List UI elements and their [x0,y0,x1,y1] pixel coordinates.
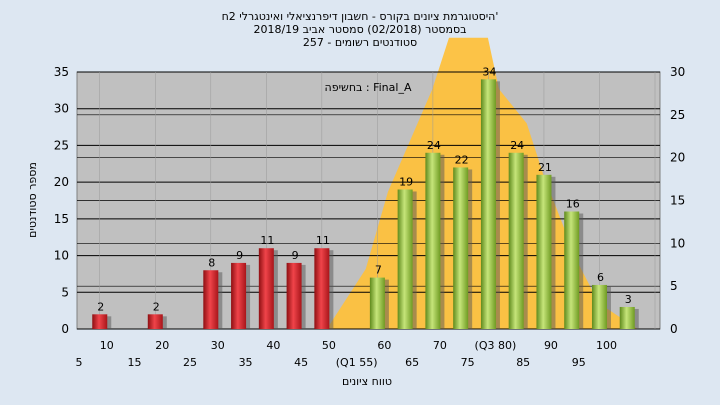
bar-label-0: 2 [97,300,104,313]
bar-14 [564,211,580,329]
x-tick-lower-8: 85 [516,356,530,369]
right-tick-label-20: 20 [670,151,685,165]
x-tick-upper-5: 60 [377,339,391,352]
right-tick-label-30: 30 [670,65,685,79]
right-tick-label-15: 15 [670,194,685,208]
x-tick-upper-8: 90 [544,339,558,352]
x-tick-lower-0: 5 [76,356,83,369]
bar-10 [453,167,469,329]
y-axis-title: מספר סטודנטים [26,162,39,238]
bar-6 [314,248,330,329]
x-tick-lower-4: 45 [294,356,308,369]
left-tick-label-5: 5 [61,285,69,299]
left-tick-label-20: 20 [54,175,69,189]
bar-13 [536,174,552,329]
bar-label-6: 11 [316,234,330,247]
bar-label-8: 19 [399,175,413,188]
x-tick-upper-7: (Q3 80) [475,339,517,352]
x-tick-upper-4: 50 [322,339,336,352]
left-tick-label-30: 30 [54,102,69,116]
bar-1 [147,314,163,329]
bar-label-16: 3 [625,293,632,306]
right-tick-label-25: 25 [670,108,685,122]
x-tick-upper-2: 30 [211,339,225,352]
bar-label-14: 16 [566,198,580,211]
bar-15 [591,284,607,329]
x-tick-upper-0: 10 [100,339,114,352]
x-tick-lower-5: (Q1 55) [336,356,378,369]
bar-label-13: 21 [538,161,552,174]
bar-11 [480,79,496,329]
x-tick-upper-3: 40 [266,339,280,352]
bar-label-9: 24 [427,139,441,152]
right-tick-label-10: 10 [670,236,685,250]
left-tick-label-0: 0 [61,322,69,336]
bar-12 [508,152,524,329]
left-tick-label-35: 35 [54,65,69,79]
chart-title-line-2: בסמסטר (02/2018) סמסטר אביב 2018/19 [253,23,467,36]
bar-9 [425,152,441,329]
chart-title-line-3: סטודנטים רשומים - 257 [302,36,418,49]
bar-5 [286,262,302,329]
left-tick-label-25: 25 [54,138,69,152]
bar-16 [619,306,635,329]
x-tick-upper-6: 70 [433,339,447,352]
bar-label-10: 22 [455,153,469,166]
x-tick-lower-2: 25 [183,356,197,369]
bar-3 [231,262,247,329]
bar-label-2: 8 [208,256,215,269]
right-tick-label-5: 5 [670,279,678,293]
bar-label-4: 11 [260,234,274,247]
bar-label-11: 34 [482,65,496,78]
bar-0 [92,314,108,329]
x-tick-upper-1: 20 [155,339,169,352]
x-tick-upper-9: 100 [596,339,617,352]
bar-label-1: 2 [153,300,160,313]
bar-7 [369,277,385,329]
bar-2 [203,270,219,329]
x-tick-lower-6: 65 [405,356,419,369]
bar-label-15: 6 [597,271,604,284]
x-axis-title: טווח ציונים [342,375,392,388]
bar-label-7: 7 [375,264,382,277]
x-tick-lower-9: 95 [572,356,586,369]
bar-8 [397,189,413,329]
bar-label-12: 24 [510,139,524,152]
x-tick-lower-3: 35 [239,356,253,369]
bar-label-3: 9 [236,249,243,262]
x-tick-lower-1: 15 [128,356,142,369]
left-tick-label-10: 10 [54,249,69,263]
bar-4 [258,248,274,329]
chart-title-line-1: 'היסטוגרמת ציונים בקורס - חשבון דיפרנציא… [221,10,499,23]
left-tick-label-15: 15 [54,212,69,226]
bar-label-5: 9 [292,249,299,262]
right-tick-label-0: 0 [670,322,678,336]
x-tick-lower-7: 75 [461,356,475,369]
chart-annotation: בחשיפה : Final_A [325,81,412,94]
